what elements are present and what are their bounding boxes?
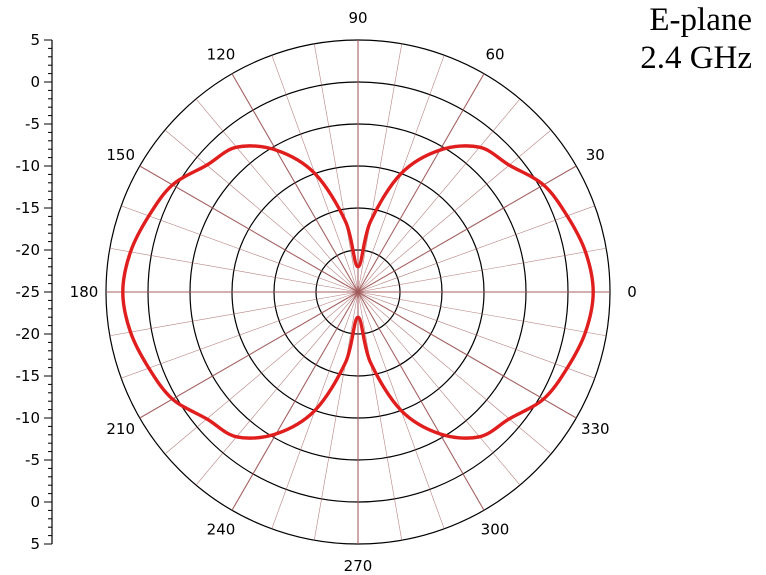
chart-title-line1: E-plane — [649, 2, 752, 38]
radial-tick-label: -20 — [16, 241, 41, 259]
angle-spoke — [231, 291, 359, 511]
angle-spoke — [121, 291, 359, 379]
angle-spoke — [164, 129, 359, 293]
angle-spoke — [109, 291, 359, 337]
pattern-line — [121, 144, 595, 440]
angle-spokes — [106, 40, 610, 544]
angle-label: 240 — [207, 520, 236, 538]
angle-label: 30 — [586, 146, 605, 164]
radial-tick-label: -25 — [16, 283, 41, 301]
angle-label: 90 — [348, 9, 367, 27]
angle-spoke — [313, 43, 359, 293]
angle-label: 0 — [627, 283, 637, 301]
radial-tick-label: -10 — [16, 157, 41, 175]
angle-spoke — [357, 247, 607, 293]
angle-spoke — [109, 247, 359, 293]
angle-spoke — [357, 205, 595, 293]
angle-spoke — [357, 291, 521, 486]
angle-label: 120 — [207, 46, 236, 64]
angle-label: 150 — [106, 146, 135, 164]
angle-spoke — [357, 291, 607, 337]
angle-spoke — [357, 291, 485, 511]
angle-spoke — [357, 291, 403, 541]
angle-label: 180 — [70, 283, 99, 301]
radial-tick-label: 0 — [30, 493, 40, 511]
angle-spoke — [357, 291, 552, 455]
angle-labels: 0 30 60 90 120 150 180 210 240 270 300 330 — [70, 9, 637, 575]
radial-tick-label: 5 — [30, 31, 40, 49]
pattern-series — [121, 144, 595, 440]
angle-label: 270 — [344, 557, 373, 575]
angle-label: 300 — [481, 520, 510, 538]
angle-spoke — [313, 291, 359, 541]
angle-spoke — [357, 98, 521, 293]
chart-title-line2: 2.4 GHz — [640, 40, 752, 76]
radial-tick-label: -15 — [16, 199, 41, 217]
angle-spoke — [357, 73, 485, 293]
radial-tick-label: 0 — [30, 73, 40, 91]
radial-axis: 5 0 -5 -10 -15 -20 -25 -20 -15 -10 -5 0 5 — [16, 31, 53, 553]
angle-label: 60 — [485, 46, 504, 64]
angle-spoke — [357, 165, 577, 293]
angle-spoke — [121, 205, 359, 293]
angle-spoke — [357, 43, 403, 293]
angle-spoke — [357, 129, 552, 293]
angle-label: 330 — [581, 420, 610, 438]
radial-tick-label: -15 — [16, 367, 41, 385]
angle-label: 210 — [106, 420, 135, 438]
radial-tick-label: 5 — [30, 535, 40, 553]
angle-spoke — [139, 291, 359, 419]
radial-tick-label: -20 — [16, 325, 41, 343]
radial-tick-label: -5 — [25, 115, 40, 133]
angle-spoke — [357, 291, 595, 379]
radial-tick-label: -5 — [25, 451, 40, 469]
angle-spoke — [231, 73, 359, 293]
angle-spoke — [139, 165, 359, 293]
angle-spoke — [195, 98, 359, 293]
radial-tick-label: -10 — [16, 409, 41, 427]
angle-spoke — [195, 291, 359, 486]
angle-spoke — [357, 291, 577, 419]
angle-spoke — [164, 291, 359, 455]
